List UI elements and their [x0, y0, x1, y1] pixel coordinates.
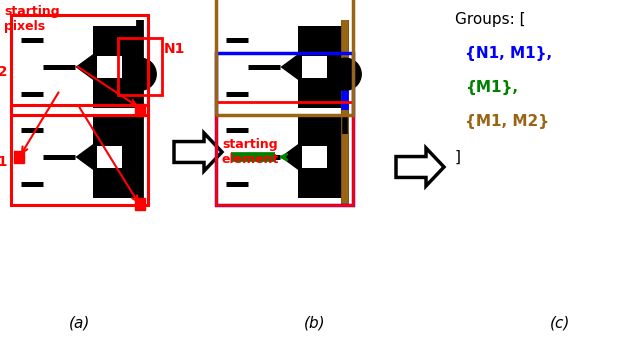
Text: {M1, M2}: {M1, M2} — [465, 114, 549, 129]
Bar — [217, 102, 353, 205]
Text: N1: N1 — [164, 42, 185, 56]
Text: M1: M1 — [0, 155, 8, 169]
Text: Groups: [: Groups: [ — [455, 12, 525, 27]
Bar — [11, 15, 148, 115]
Bar — [291, 146, 327, 168]
Text: (c): (c) — [550, 315, 570, 330]
Bar — [217, 0, 353, 115]
Bar — [86, 146, 122, 168]
Bar — [291, 56, 327, 78]
Bar — [11, 105, 148, 205]
Bar — [14, 151, 24, 163]
Circle shape — [124, 58, 156, 90]
Bar — [298, 116, 341, 198]
Text: {M1},: {M1}, — [465, 80, 518, 95]
Polygon shape — [76, 51, 97, 83]
Polygon shape — [280, 141, 302, 173]
Polygon shape — [76, 141, 97, 173]
Bar — [217, 53, 353, 205]
Text: (b): (b) — [304, 315, 326, 330]
Polygon shape — [174, 133, 222, 171]
Bar — [86, 56, 122, 78]
Text: starting
element: starting element — [222, 138, 280, 166]
Bar — [135, 104, 145, 116]
Bar — [118, 38, 162, 95]
Bar — [94, 116, 137, 198]
Polygon shape — [280, 51, 302, 83]
Bar — [135, 198, 145, 210]
Text: ]: ] — [455, 150, 461, 165]
Text: {N1, M1},: {N1, M1}, — [465, 46, 552, 61]
Text: (a): (a) — [69, 315, 90, 330]
Circle shape — [329, 58, 361, 90]
Bar — [94, 26, 137, 108]
Text: M2: M2 — [0, 65, 8, 79]
Text: starting
pixels: starting pixels — [4, 5, 60, 33]
Bar — [298, 26, 341, 108]
Polygon shape — [396, 148, 444, 186]
